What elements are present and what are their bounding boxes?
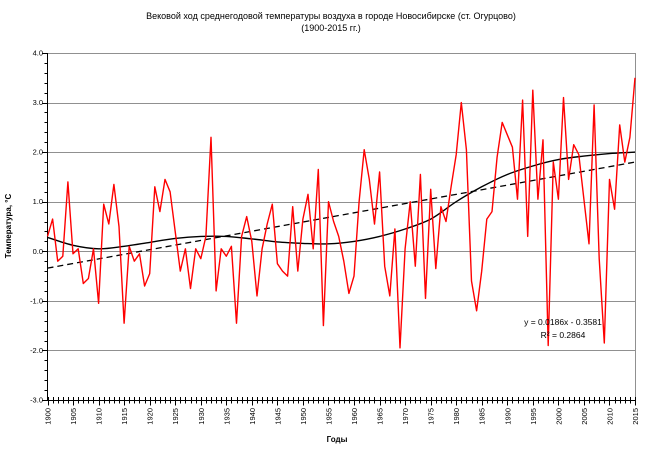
x-tick-label: 1950: [299, 408, 308, 425]
chart-title: Вековой ход среднегодовой температуры во…: [146, 11, 516, 21]
x-tick-label: 1985: [478, 408, 487, 425]
x-tick-label: 1915: [120, 408, 129, 425]
x-tick-label: 1900: [44, 408, 53, 425]
y-tick-label: -3.0: [30, 396, 43, 405]
chart-subtitle: (1900-2015 гг.): [301, 23, 361, 33]
x-tick-label: 1905: [69, 408, 78, 425]
x-tick-label: 1920: [146, 408, 155, 425]
x-tick-label: 1965: [376, 408, 385, 425]
y-tick-label: 1.0: [33, 197, 43, 206]
y-tick-label: -2.0: [30, 346, 43, 355]
y-tick-label: 4.0: [33, 49, 43, 58]
y-tick-label: 2.0: [33, 148, 43, 157]
annual-temperature-line: [46, 77, 636, 349]
x-tick-label: 1935: [222, 408, 231, 425]
x-tick-label: 1945: [273, 408, 282, 425]
x-tick-label: 1955: [324, 408, 333, 425]
x-tick-label: 1910: [95, 408, 104, 425]
x-tick-label: 2015: [631, 408, 640, 425]
x-tick-label: 1975: [427, 408, 436, 425]
y-axis-title: Температура, °С: [4, 193, 13, 258]
x-tick-label: 2005: [580, 408, 589, 425]
x-tick-label: 2010: [605, 408, 614, 425]
x-tick-label: 1925: [171, 408, 180, 425]
x-axis-title: Годы: [327, 435, 348, 444]
x-tick-label: 1990: [503, 408, 512, 425]
y-tick-label: 0.0: [33, 247, 43, 256]
trendline-equation: y = 0.0186x - 0.3581: [524, 317, 602, 327]
x-tick-label: 1970: [401, 408, 410, 425]
x-tick-label: 1930: [197, 408, 206, 425]
x-tick-label: 1960: [350, 408, 359, 425]
x-tick-label: 1995: [529, 408, 538, 425]
r-squared-label: R² = 0.2864: [541, 330, 586, 340]
y-tick-label: -1.0: [30, 296, 43, 305]
x-tick-label: 1980: [452, 408, 461, 425]
x-tick-label: 2000: [554, 408, 563, 425]
x-tick-label: 1940: [248, 408, 257, 425]
y-tick-label: 3.0: [33, 98, 43, 107]
